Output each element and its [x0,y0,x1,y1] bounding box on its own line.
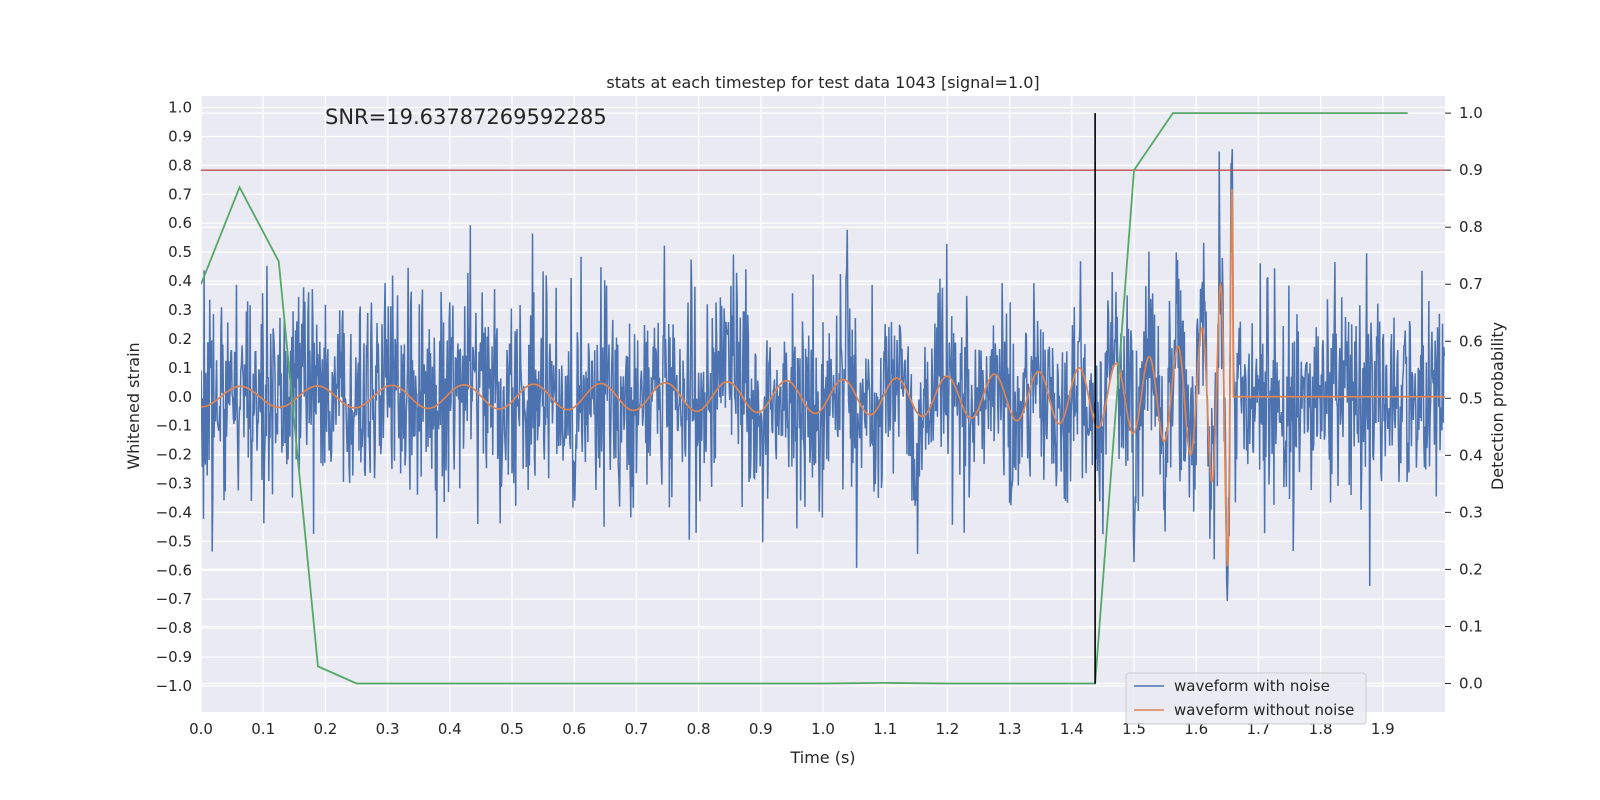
series-layer [201,112,1445,685]
y-tick-label: 0.3 [168,301,192,319]
y-tick-label: 0.7 [168,185,192,203]
y2-tick-label: 0.2 [1459,560,1483,578]
y-tick-label: −0.6 [156,561,192,579]
legend-label-clean: waveform without noise [1174,701,1354,719]
y2-tick-label: 0.1 [1459,617,1483,635]
y2-tick-label: 0.0 [1459,674,1483,692]
legend-box [1125,672,1367,725]
series-line-waveform-with-noise [201,149,1445,602]
x-tick-label: 1.3 [998,720,1022,738]
y2-tick-label: 0.3 [1459,503,1483,521]
x-tick-label: 0.4 [438,720,462,738]
x-tick-label: 0.0 [189,720,213,738]
y-axis-label: Whitened strain [124,342,143,469]
x-tick-label: 0.3 [376,720,400,738]
x-tick-label: 0.8 [687,720,711,738]
y-tick-label: 0.5 [168,243,192,261]
legend-label-noisy: waveform with noise [1174,677,1330,695]
x-tick-label: 0.6 [562,720,586,738]
x-tick-label: 0.5 [500,720,524,738]
y-tick-label: −0.7 [156,590,192,608]
y2-tick-label: 1.0 [1459,104,1483,122]
y2-tick-label: 0.9 [1459,161,1483,179]
snr-annotation: SNR=19.63787269592285 [325,105,607,129]
x-axis-label: Time (s) [789,748,855,767]
x-tick-label: 0.1 [251,720,275,738]
y-tick-label: −0.5 [156,532,192,550]
y-tick-label: 0.8 [168,156,192,174]
x-tick-label: 0.9 [749,720,773,738]
y-tick-label: −0.4 [156,503,192,521]
ticks: 0.0 0.1 0.2 0.3 0.4 0.5 0.6 0.7 0.8 0.9 1.0 1.1 1.2 1… [156,99,1483,738]
y-tick-label: 0.9 [168,127,192,145]
y-tick-label: 0.0 [168,388,192,406]
x-tick-label: 0.2 [313,720,337,738]
y-tick-label: −0.1 [156,417,192,435]
y2-axis-label: Detection probability [1488,322,1507,490]
x-tick-label: 1.4 [1060,720,1084,738]
x-tick-label: 1.2 [935,720,959,738]
y2-tick-label: 0.8 [1459,218,1483,236]
y-tick-label: 0.4 [168,272,192,290]
series-line-waveform-without-noise [201,188,1445,567]
y2-tick-label: 0.4 [1459,446,1483,464]
y-tick-label: −0.3 [156,475,192,493]
y-tick-label: −0.2 [156,446,192,464]
y-tick-label: 0.6 [168,214,192,232]
y2-tick-label: 0.5 [1459,389,1483,407]
x-tick-label: 1.1 [873,720,897,738]
x-tick-label: 1.0 [811,720,835,738]
y-tick-label: −1.0 [156,677,192,695]
series-line-detection-probability [201,112,1408,685]
x-tick-label: 1.9 [1371,720,1395,738]
y-tick-label: −0.9 [156,648,192,666]
y2-tick-label: 0.6 [1459,332,1483,350]
y-tick-label: −0.8 [156,619,192,637]
chart-title: stats at each timestep for test data 104… [606,73,1039,92]
y-tick-label: 0.1 [168,359,192,377]
y-tick-label: 0.2 [168,330,192,348]
y2-tick-label: 0.7 [1459,275,1483,293]
y-tick-label: 1.0 [168,99,192,117]
legend: waveform with noise waveform without noi… [1125,672,1367,725]
x-tick-label: 0.7 [624,720,648,738]
